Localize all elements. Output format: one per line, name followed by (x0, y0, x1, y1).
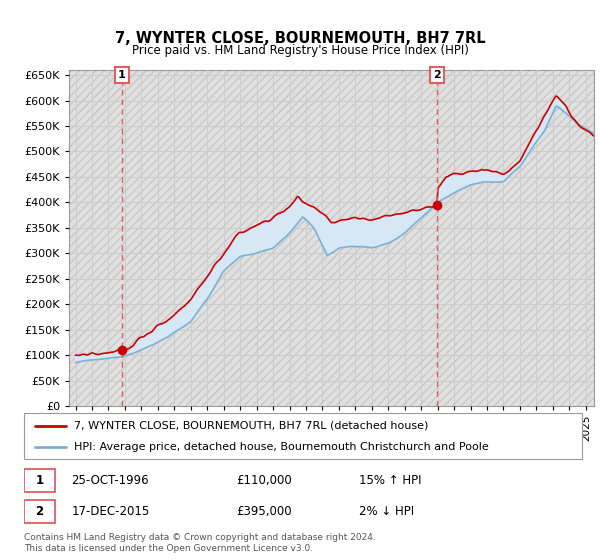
Text: HPI: Average price, detached house, Bournemouth Christchurch and Poole: HPI: Average price, detached house, Bour… (74, 442, 489, 452)
Text: 25-OCT-1996: 25-OCT-1996 (71, 474, 149, 487)
Text: Contains HM Land Registry data © Crown copyright and database right 2024.
This d: Contains HM Land Registry data © Crown c… (24, 533, 376, 553)
Text: 7, WYNTER CLOSE, BOURNEMOUTH, BH7 7RL (detached house): 7, WYNTER CLOSE, BOURNEMOUTH, BH7 7RL (d… (74, 421, 428, 431)
Text: 7, WYNTER CLOSE, BOURNEMOUTH, BH7 7RL: 7, WYNTER CLOSE, BOURNEMOUTH, BH7 7RL (115, 31, 485, 46)
FancyBboxPatch shape (24, 469, 55, 492)
Text: 15% ↑ HPI: 15% ↑ HPI (359, 474, 421, 487)
FancyBboxPatch shape (24, 500, 55, 523)
Text: 17-DEC-2015: 17-DEC-2015 (71, 505, 149, 517)
Text: Price paid vs. HM Land Registry's House Price Index (HPI): Price paid vs. HM Land Registry's House … (131, 44, 469, 57)
Text: 2: 2 (433, 70, 441, 80)
Bar (69, 70, 594, 406)
FancyBboxPatch shape (24, 413, 582, 459)
Text: £110,000: £110,000 (236, 474, 292, 487)
Text: 2% ↓ HPI: 2% ↓ HPI (359, 505, 414, 517)
Text: 1: 1 (35, 474, 43, 487)
Text: 1: 1 (118, 70, 126, 80)
Text: £395,000: £395,000 (236, 505, 292, 517)
Text: 2: 2 (35, 505, 43, 517)
